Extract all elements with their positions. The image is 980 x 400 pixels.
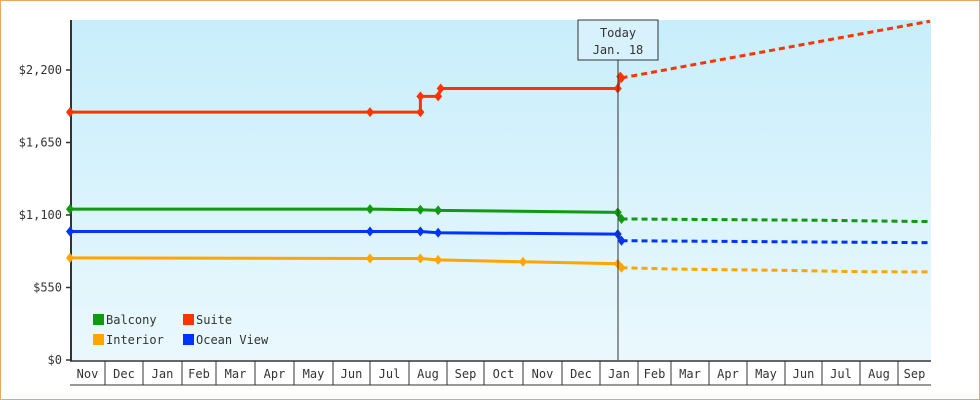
today-marker: Today Jan. 18 — [577, 19, 659, 360]
x-tick-label: Jul — [830, 367, 852, 381]
legend-swatch-icon — [183, 314, 194, 325]
data-point[interactable] — [66, 252, 74, 263]
x-tick-label: Jun — [793, 367, 815, 381]
legend-swatch-icon — [93, 334, 104, 345]
x-tick-label: Sep — [904, 367, 926, 381]
legend-swatch-icon — [93, 314, 104, 325]
data-point[interactable] — [416, 226, 425, 237]
data-point[interactable] — [434, 227, 443, 238]
x-tick-label: Sep — [455, 367, 477, 381]
x-tick-label: Mar — [679, 367, 701, 381]
today-label: Today — [600, 26, 636, 40]
x-tick-label: May — [303, 367, 325, 381]
plot-area — [71, 20, 931, 360]
data-point[interactable] — [66, 107, 74, 118]
x-tick-label: Apr — [717, 367, 739, 381]
legend-item-ocean-view[interactable]: Ocean View — [183, 333, 269, 347]
y-tick-label: $0 — [48, 353, 62, 367]
y-tick-label: $2,200 — [19, 63, 62, 77]
data-point[interactable] — [366, 253, 374, 264]
legend-label: Balcony — [106, 313, 157, 327]
x-tick-label: Dec — [570, 367, 592, 381]
x-tick-label: Nov — [532, 367, 554, 381]
data-point[interactable] — [416, 107, 425, 118]
legend-item-suite[interactable]: Suite — [183, 313, 232, 327]
data-point[interactable] — [66, 226, 74, 237]
y-tick-label: $1,100 — [19, 208, 62, 222]
data-point[interactable] — [416, 91, 425, 102]
data-point[interactable] — [519, 256, 527, 267]
x-tick-label: Jul — [379, 367, 401, 381]
x-axis: Nov Dec Jan Feb Mar Apr May Jun Jul Aug Sep Oct Nov D… — [70, 360, 931, 386]
data-point[interactable] — [416, 253, 425, 264]
legend-swatch-icon — [183, 334, 194, 345]
legend-item-balcony[interactable]: Balcony — [93, 313, 157, 327]
data-point[interactable] — [416, 204, 425, 215]
x-tick-label: Mar — [225, 367, 247, 381]
legend-label: Ocean View — [196, 333, 269, 347]
series-lines — [66, 19, 931, 274]
legend-item-interior[interactable]: Interior — [93, 333, 164, 347]
y-tick-label: $1,650 — [19, 136, 62, 150]
data-point[interactable] — [366, 204, 374, 215]
legend-label: Interior — [106, 333, 164, 347]
x-tick-label: Apr — [264, 367, 286, 381]
x-tick-label: Nov — [77, 367, 99, 381]
x-tick-label: Dec — [113, 367, 135, 381]
y-tick-label: $550 — [33, 281, 62, 295]
x-tick-label: Aug — [868, 367, 890, 381]
x-tick-label: Jan — [152, 367, 174, 381]
y-axis: $0 $550 $1,100 $1,650 $2,200 — [19, 20, 72, 367]
series-suite — [66, 19, 931, 118]
legend: Balcony Suite Interior Ocean View — [93, 313, 269, 347]
data-point[interactable] — [434, 205, 443, 216]
data-point[interactable] — [436, 83, 445, 94]
x-tick-label: Jan — [608, 367, 630, 381]
x-tick-label: Feb — [188, 367, 210, 381]
data-point[interactable] — [366, 226, 374, 237]
data-point[interactable] — [66, 204, 74, 215]
data-point[interactable] — [366, 107, 374, 118]
data-point[interactable] — [434, 91, 443, 102]
x-tick-label: May — [755, 367, 777, 381]
x-tick-label: Oct — [493, 367, 515, 381]
data-point[interactable] — [434, 254, 443, 265]
today-date: Jan. 18 — [593, 43, 644, 57]
legend-label: Suite — [196, 313, 232, 327]
x-tick-label: Aug — [417, 367, 439, 381]
x-tick-label: Feb — [644, 367, 666, 381]
x-tick-label: Jun — [341, 367, 363, 381]
